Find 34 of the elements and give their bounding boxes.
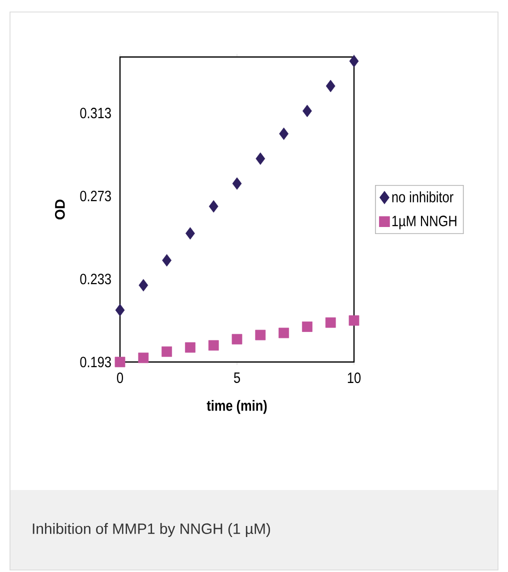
- point: [326, 80, 336, 92]
- x-axis-title: time (min): [206, 400, 267, 414]
- text: Inhibition of MMP1 by NNGH (1 µM): [32, 523, 270, 537]
- point: [185, 342, 196, 353]
- point: [208, 200, 218, 213]
- point: [349, 54, 359, 68]
- point: [162, 254, 172, 267]
- x-tick-label: 0: [116, 372, 124, 384]
- point: [232, 177, 242, 190]
- y-tick-label: 0.273: [80, 190, 111, 202]
- point: [114, 356, 126, 368]
- point: [232, 334, 242, 344]
- legend-label: 1µM NNGH: [392, 216, 456, 230]
- point: [138, 352, 149, 364]
- point: [348, 315, 360, 326]
- point: [138, 279, 148, 292]
- point: [186, 227, 195, 240]
- y-tick-label: 0.193: [80, 356, 111, 368]
- y-tick-label: 0.313: [80, 108, 111, 118]
- y-axis-title: OD: [54, 200, 65, 220]
- point: [302, 104, 312, 118]
- x-tick-label: 10: [348, 372, 361, 384]
- point: [256, 152, 266, 165]
- point: [115, 304, 125, 316]
- point: [278, 328, 290, 338]
- legend-label: no inhibitor: [392, 191, 454, 202]
- x-tick-label: 5: [234, 372, 240, 383]
- point: [255, 330, 266, 340]
- point: [325, 317, 336, 328]
- point: [208, 340, 219, 351]
- point: [279, 128, 289, 140]
- point: [162, 346, 172, 357]
- y-tick-label: 0.233: [80, 274, 111, 284]
- point: [302, 322, 312, 332]
